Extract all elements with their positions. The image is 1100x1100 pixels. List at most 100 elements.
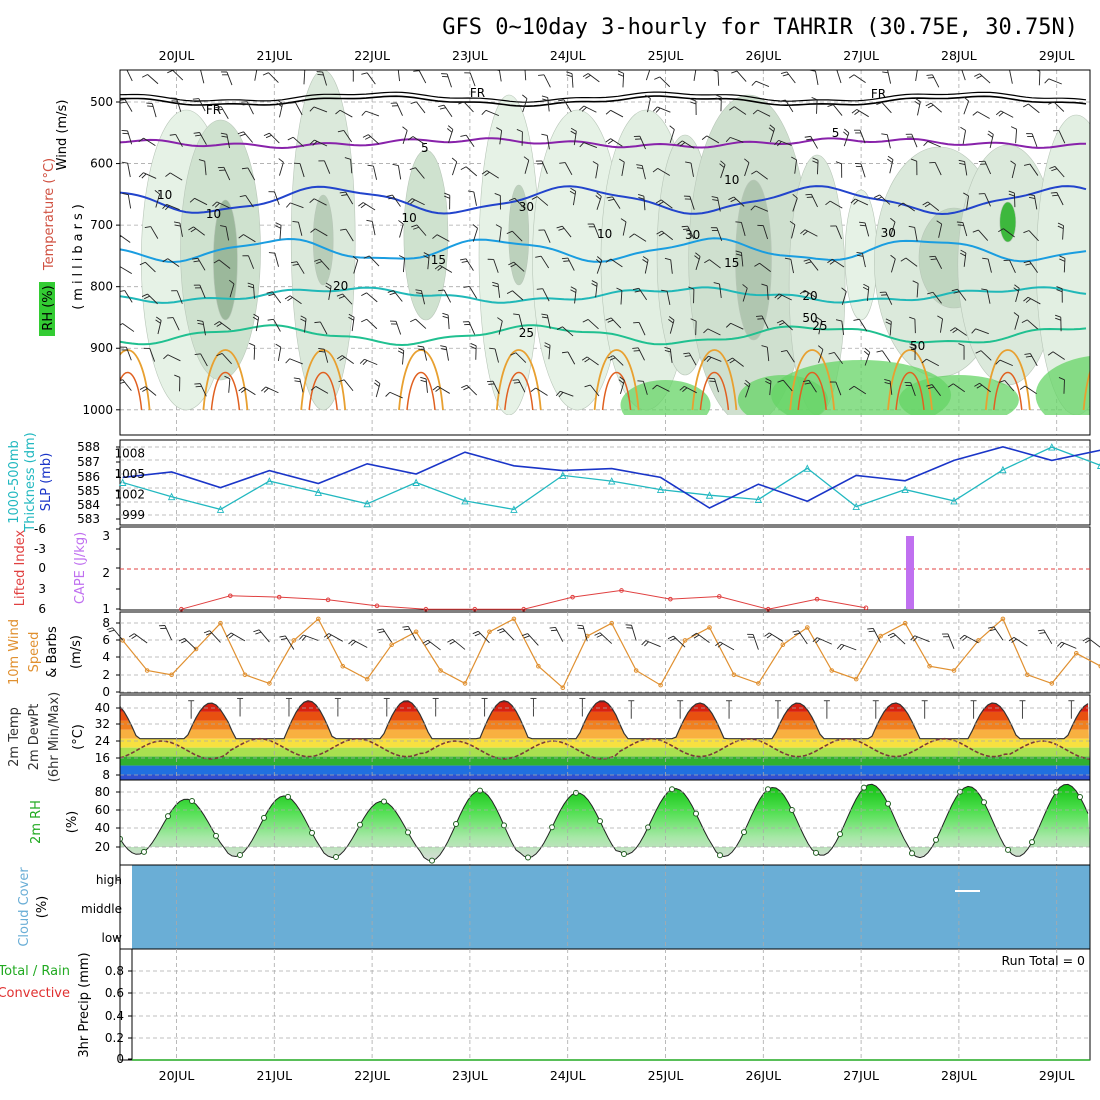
wind-barb-flag	[228, 279, 235, 285]
wind-barb-flag	[275, 222, 282, 226]
wind-barb-flag	[876, 350, 883, 353]
rh2m-marker	[1077, 794, 1083, 801]
temp-spike	[895, 372, 925, 411]
wind-barb-flag	[684, 355, 691, 357]
wind-barb	[910, 382, 916, 397]
wind-barb-flag	[685, 161, 692, 164]
wind-barb	[147, 74, 159, 85]
wind-barb	[466, 384, 478, 396]
wind-barb	[1063, 379, 1065, 394]
wind-barb-flag	[439, 107, 446, 110]
wind-barb	[696, 632, 710, 644]
wind-barb-flag	[848, 385, 855, 391]
wind-barb-flag	[727, 357, 733, 362]
wind-barb	[1009, 70, 1013, 84]
wind-barb	[1038, 71, 1041, 86]
wind-barb-flag	[768, 127, 774, 132]
wind-barb-flag	[253, 313, 259, 318]
wind-barb	[644, 259, 649, 274]
wind-barb-flag	[499, 630, 506, 634]
wind-barb-flag	[690, 101, 697, 105]
tick-label: 700	[90, 218, 113, 232]
freezing-level-label: FR	[871, 87, 886, 101]
wind-barb	[864, 352, 871, 366]
rh2m-marker	[285, 793, 291, 800]
wind-barb-flag	[804, 382, 811, 385]
wind-barb-flag	[341, 194, 348, 196]
wind-barb	[835, 225, 842, 240]
wind-barb-flag	[776, 141, 782, 147]
wind-barb-flag	[570, 289, 577, 293]
tick-label: 0.4	[105, 1009, 124, 1023]
wind-barb-flag	[806, 138, 813, 141]
wind-barb-flag	[789, 220, 796, 226]
wind-barb-flag	[432, 385, 438, 391]
wind-barb-flag	[1025, 355, 1032, 358]
wind-barb	[742, 288, 748, 302]
thickness-marker	[656, 485, 665, 494]
wind-barb	[226, 71, 233, 86]
wind-barb	[228, 378, 231, 393]
wind-barb	[253, 284, 255, 299]
wind-barb-flag	[829, 260, 836, 265]
wind-barb	[273, 319, 281, 332]
wind-barb-flag	[752, 109, 758, 115]
wind-barb-flag	[440, 348, 447, 351]
thickness-marker	[754, 495, 763, 503]
wind-barb	[736, 70, 747, 82]
isotherm-label: 10	[157, 188, 172, 202]
wind-barb-flag	[484, 171, 490, 177]
wind-barb-flag	[561, 257, 568, 260]
wind-barb	[120, 234, 131, 243]
wind-barb-flag	[407, 198, 413, 203]
wind-barb	[411, 198, 425, 206]
wind-barb-flag	[805, 261, 812, 264]
wind10m-marker	[242, 672, 248, 678]
wind-barb-flag	[972, 111, 978, 116]
wind-barb	[443, 104, 453, 118]
wind-barb-flag	[194, 353, 201, 356]
wind-barb	[964, 161, 968, 176]
wind-barb-flag	[154, 190, 160, 195]
wind10m-marker	[560, 685, 566, 691]
wind-barb	[542, 288, 550, 302]
wind-barb-flag	[629, 233, 635, 238]
wind-barb-flag	[811, 96, 818, 101]
wind-barb	[855, 198, 869, 206]
wind-barb	[1054, 166, 1065, 178]
wind-barb-flag	[195, 134, 202, 137]
wind-barb	[1026, 319, 1039, 330]
wind-barb	[954, 327, 967, 336]
wind-barb-flag	[402, 126, 408, 131]
wind10m-marker	[536, 663, 541, 669]
thickness-marker	[999, 465, 1007, 474]
date-label-top: 27JUL	[843, 48, 879, 63]
wind-barb-flag	[300, 315, 307, 320]
thickness-marker	[412, 478, 420, 486]
wind-barb	[166, 203, 180, 211]
wind-barb-flag	[174, 374, 180, 378]
wind-barb-flag	[812, 160, 819, 164]
wind-barb-flag	[751, 170, 757, 175]
wind-barb	[254, 70, 258, 81]
wind-barb	[1056, 192, 1064, 206]
wind-barb-flag	[563, 260, 570, 262]
wind-barb	[502, 628, 515, 641]
rh-contour-label: 30	[685, 228, 700, 242]
wind-barb	[927, 140, 941, 148]
wind-barb	[522, 98, 528, 113]
wind-barb	[610, 317, 622, 329]
wind-barb-flag	[326, 634, 332, 640]
wind-barb-flag	[570, 286, 577, 290]
wind-barb-flag	[632, 347, 639, 349]
wind-barb-flag	[704, 259, 710, 264]
wind-barb-flag	[664, 349, 671, 353]
wind-barb-flag	[239, 195, 246, 198]
freezing-level-line	[120, 91, 1087, 103]
wind-barb	[1048, 78, 1062, 85]
wind-barb	[661, 230, 674, 241]
wind-barb-flag	[1021, 319, 1028, 324]
wind-barb	[853, 74, 866, 83]
wind-barb	[546, 135, 550, 150]
wind-barb	[889, 321, 892, 336]
